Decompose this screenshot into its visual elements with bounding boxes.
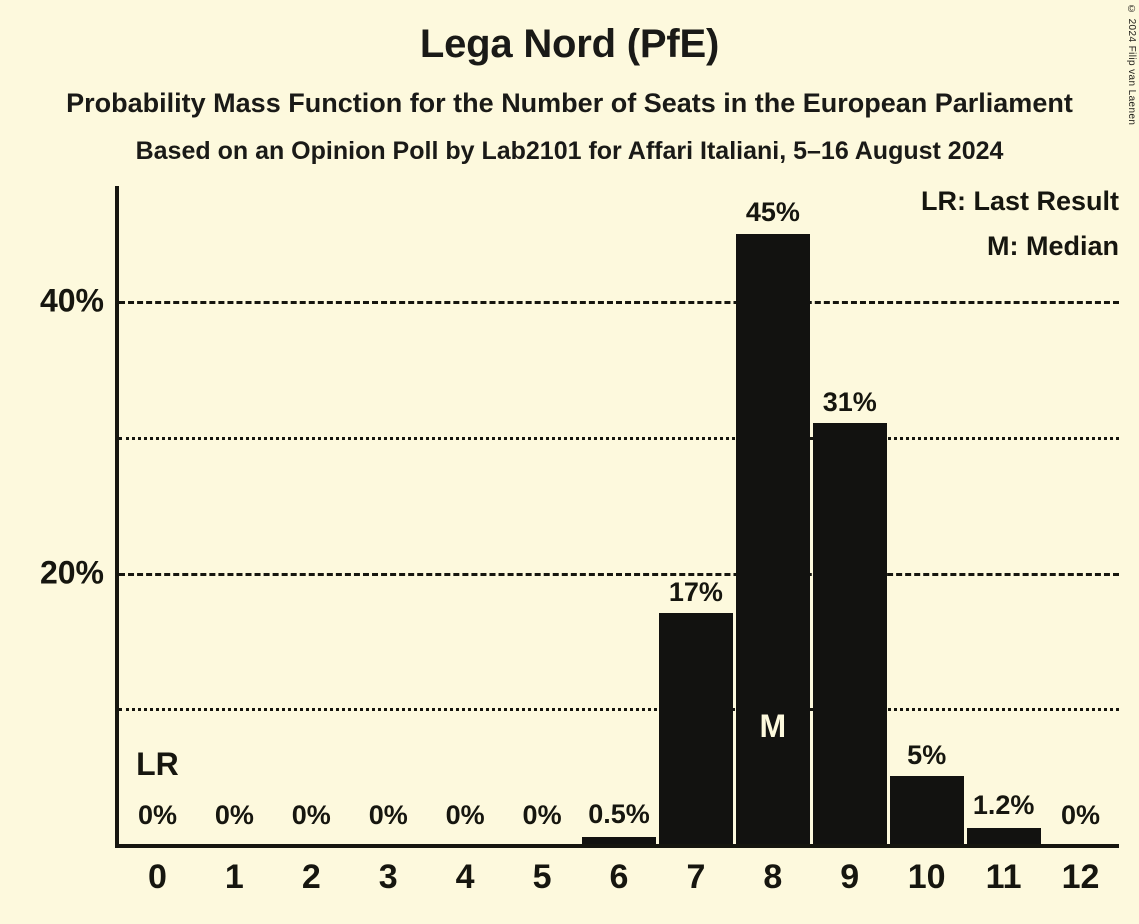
bar-seat-6[interactable] (582, 837, 656, 844)
bar-seat-8[interactable] (735, 233, 810, 844)
gridline-20pct (119, 572, 1119, 576)
x-axis-tick-1: 1 (224, 858, 244, 896)
y-axis-label-20pct: 20% (39, 554, 104, 591)
x-axis-tick-11: 11 (985, 858, 1022, 896)
chart-subtitle: Probability Mass Function for the Number… (66, 88, 1073, 118)
x-axis-tick-7: 7 (686, 858, 706, 896)
bar-value-label-seat-4: 0% (445, 800, 485, 830)
copyright-notice: © 2024 Filip van Laenen (1126, 4, 1137, 126)
bar-value-label-seat-5: 0% (522, 800, 562, 830)
x-axis-tick-0: 0 (147, 858, 167, 896)
bar-seat-11[interactable] (966, 827, 1041, 844)
x-axis-tick-4: 4 (455, 858, 475, 896)
bar-seat-9[interactable] (812, 423, 887, 844)
bar-value-label-seat-6: 0.5% (588, 799, 650, 830)
bar-value-label-seat-1: 0% (214, 800, 254, 830)
last-result-marker: LR (136, 746, 179, 782)
x-axis-tick-5: 5 (532, 858, 552, 896)
bar-value-label-seat-10: 5% (907, 740, 947, 771)
bar-seat-7[interactable] (658, 613, 733, 844)
plot-area: 20% 40% 0% 0% 0% 0% 0% 0% 0.5% 17% 45% 31% 5% 1.2% 0%… (40, 186, 1119, 896)
gridline-10pct (119, 708, 1119, 712)
chart-legend: LR: Last Result M: Median (921, 186, 1119, 276)
chart-source-note: Based on an Opinion Poll by Lab2101 for … (135, 137, 1004, 165)
bar-value-label-seat-12: 0% (1061, 800, 1101, 830)
x-axis-tick-10: 10 (907, 858, 946, 896)
x-axis-tick-9: 9 (840, 858, 860, 896)
bar-value-label-seat-9: 31% (822, 387, 877, 418)
y-axis-line (115, 186, 119, 848)
x-axis-tick-12: 12 (1061, 858, 1100, 896)
x-axis-tick-6: 6 (609, 858, 629, 896)
legend-item-last-result: LR: Last Result (920, 186, 1119, 216)
gridline-30pct (119, 436, 1119, 440)
bar-value-label-seat-7: 17% (668, 577, 723, 608)
bar-value-label-seat-11: 1.2% (972, 789, 1035, 820)
bar-value-label-seat-8: 45% (745, 197, 800, 228)
legend-item-median: M: Median (987, 231, 1119, 261)
x-axis-line (115, 844, 1119, 848)
bar-value-label-seat-2: 0% (291, 800, 331, 830)
bar-seat-10[interactable] (889, 776, 964, 844)
y-axis-label-40pct: 40% (39, 282, 104, 319)
gridline-40pct (119, 301, 1119, 305)
x-axis-tick-2: 2 (301, 858, 321, 896)
x-axis-tick-8: 8 (763, 858, 783, 896)
bar-value-label-seat-3: 0% (368, 800, 408, 830)
x-axis-tick-3: 3 (378, 858, 398, 896)
page-title: Lega Nord (PfE) (419, 22, 720, 66)
median-marker: M (759, 708, 787, 744)
bar-value-label-seat-0: 0% (137, 800, 177, 830)
